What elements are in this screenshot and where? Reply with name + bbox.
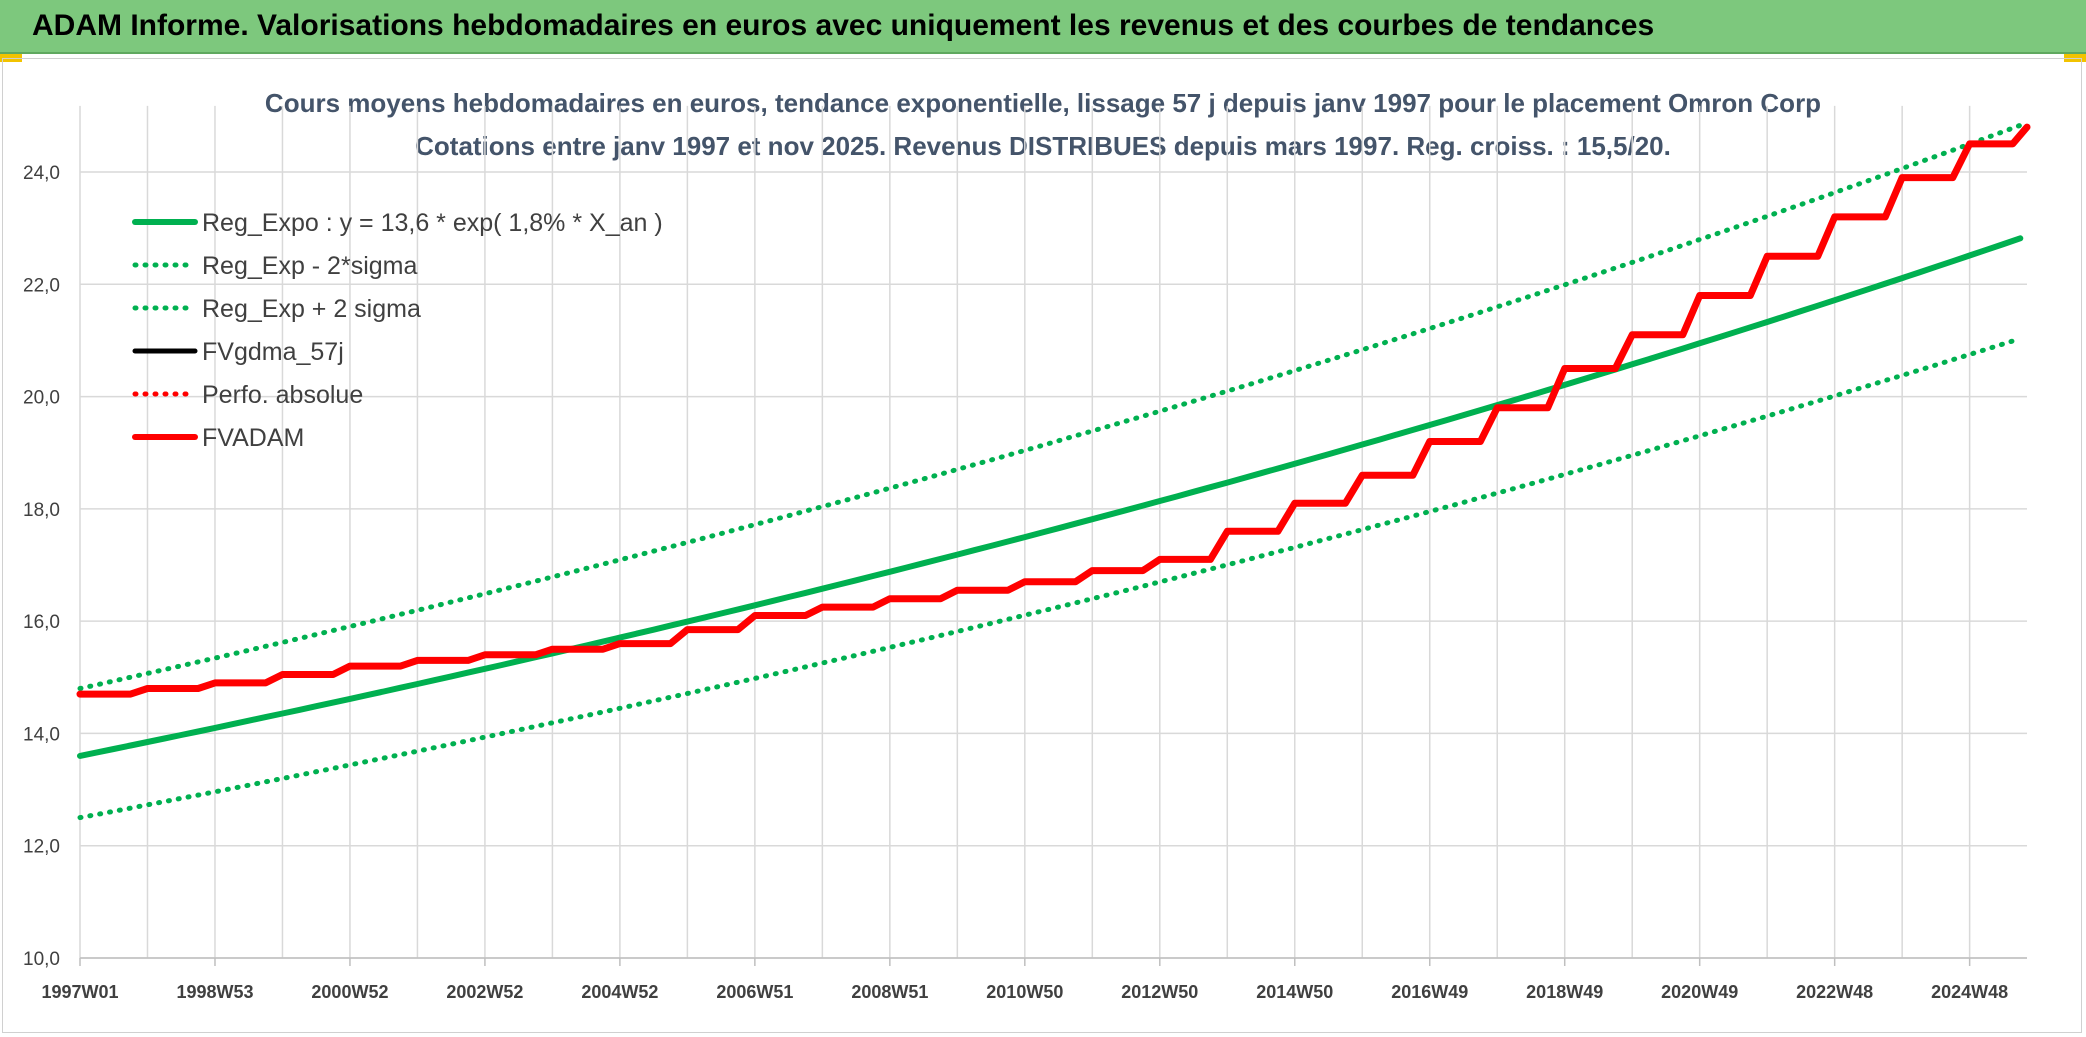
- x-tick-label: 2014W50: [1256, 982, 1333, 1002]
- series-line-reg-expo-y-13-6-exp-1-8-x-an: [77, 235, 2024, 759]
- legend: Reg_Expo : y = 13,6 * exp( 1,8% * X_an )…: [132, 209, 663, 452]
- x-tick-label: 2016W49: [1391, 982, 1468, 1002]
- legend-label-fvadam: FVADAM: [202, 424, 304, 452]
- y-tick-label: 24,0: [23, 163, 60, 184]
- series-line-reg-exp-2-sigma: [77, 122, 2023, 691]
- legend-label-reg-exp-2-sigma: Reg_Exp - 2*sigma: [202, 252, 417, 280]
- x-tick-label: 2020W49: [1661, 982, 1738, 1002]
- x-tick-label: 2008W51: [851, 982, 928, 1002]
- legend-label-reg-expo-y-13-6-exp-1-8-x-an: Reg_Expo : y = 13,6 * exp( 1,8% * X_an ): [202, 209, 663, 237]
- series-line-reg-exp-2-sigma: [77, 336, 2023, 821]
- y-tick-label: 22,0: [23, 275, 60, 296]
- x-tick-label: 1998W53: [176, 982, 253, 1002]
- x-tick-label: 2022W48: [1796, 982, 1873, 1002]
- chart-title-line-2: Cotations entre janv 1997 et nov 2025. R…: [415, 131, 1671, 161]
- y-tick-label: 16,0: [23, 612, 60, 633]
- x-tick-label: 2004W52: [581, 982, 658, 1002]
- chart-frame: [2, 58, 2082, 1033]
- legend-label-fvgdma-57j: FVgdma_57j: [202, 338, 344, 366]
- x-tick-label: 2010W50: [986, 982, 1063, 1002]
- x-tick-label: 2012W50: [1121, 982, 1198, 1002]
- axes: 10,0 12,0 14,0 16,0 18,0 20,0 22,0 24,0 1997W01 1…: [23, 163, 2027, 1002]
- x-tick-label: 2018W49: [1526, 982, 1603, 1002]
- chart-title-line-1: Cours moyens hebdomadaires en euros, ten…: [265, 88, 1821, 118]
- y-tick-label: 18,0: [23, 500, 60, 521]
- gridlines: [79, 105, 2027, 959]
- report-title: ADAM Informe. Valorisations hebdomadaire…: [32, 9, 1655, 42]
- y-tick-label: 12,0: [23, 837, 60, 858]
- legend-label-reg-exp-2-sigma: Reg_Exp + 2 sigma: [202, 295, 421, 323]
- y-tick-label: 14,0: [23, 724, 60, 745]
- x-tick-label: 2024W48: [1931, 982, 2008, 1002]
- x-tick-label: 1997W01: [41, 982, 118, 1002]
- x-tick-label: 2006W51: [716, 982, 793, 1002]
- x-tick-label: 2000W52: [311, 982, 388, 1002]
- y-tick-label: 10,0: [23, 949, 60, 970]
- series-line-fvadam: [76, 123, 2031, 698]
- series-lines: [76, 122, 2031, 821]
- x-tick-label: 2002W52: [446, 982, 523, 1002]
- report-header: ADAM Informe. Valorisations hebdomadaire…: [0, 0, 2086, 54]
- y-tick-label: 20,0: [23, 388, 60, 409]
- legend-label-perfo-absolue: Perfo. absolue: [202, 381, 363, 409]
